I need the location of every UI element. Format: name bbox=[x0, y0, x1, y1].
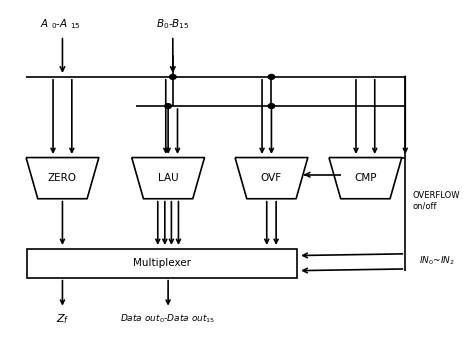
Text: LAU: LAU bbox=[158, 173, 178, 183]
Text: OVF: OVF bbox=[261, 173, 282, 183]
Text: $B_0$-$B_{15}$: $B_0$-$B_{15}$ bbox=[156, 17, 190, 30]
Text: OVERFLOW
on/off: OVERFLOW on/off bbox=[412, 191, 460, 210]
Circle shape bbox=[165, 104, 172, 109]
Text: $Data\ out_0$-$Data\ out_{15}$: $Data\ out_0$-$Data\ out_{15}$ bbox=[120, 312, 216, 325]
Circle shape bbox=[268, 104, 275, 109]
Circle shape bbox=[170, 74, 176, 79]
Text: $Z_f$: $Z_f$ bbox=[55, 312, 69, 326]
Text: ZERO: ZERO bbox=[48, 173, 77, 183]
Text: CMP: CMP bbox=[354, 173, 377, 183]
Text: $A$ $_0$-$A$ $_{15}$: $A$ $_0$-$A$ $_{15}$ bbox=[40, 17, 81, 30]
Text: $IN_0$~$IN_2$: $IN_0$~$IN_2$ bbox=[419, 254, 456, 267]
Circle shape bbox=[268, 74, 275, 79]
Text: Multiplexer: Multiplexer bbox=[133, 258, 191, 268]
Bar bbox=[27, 248, 297, 278]
